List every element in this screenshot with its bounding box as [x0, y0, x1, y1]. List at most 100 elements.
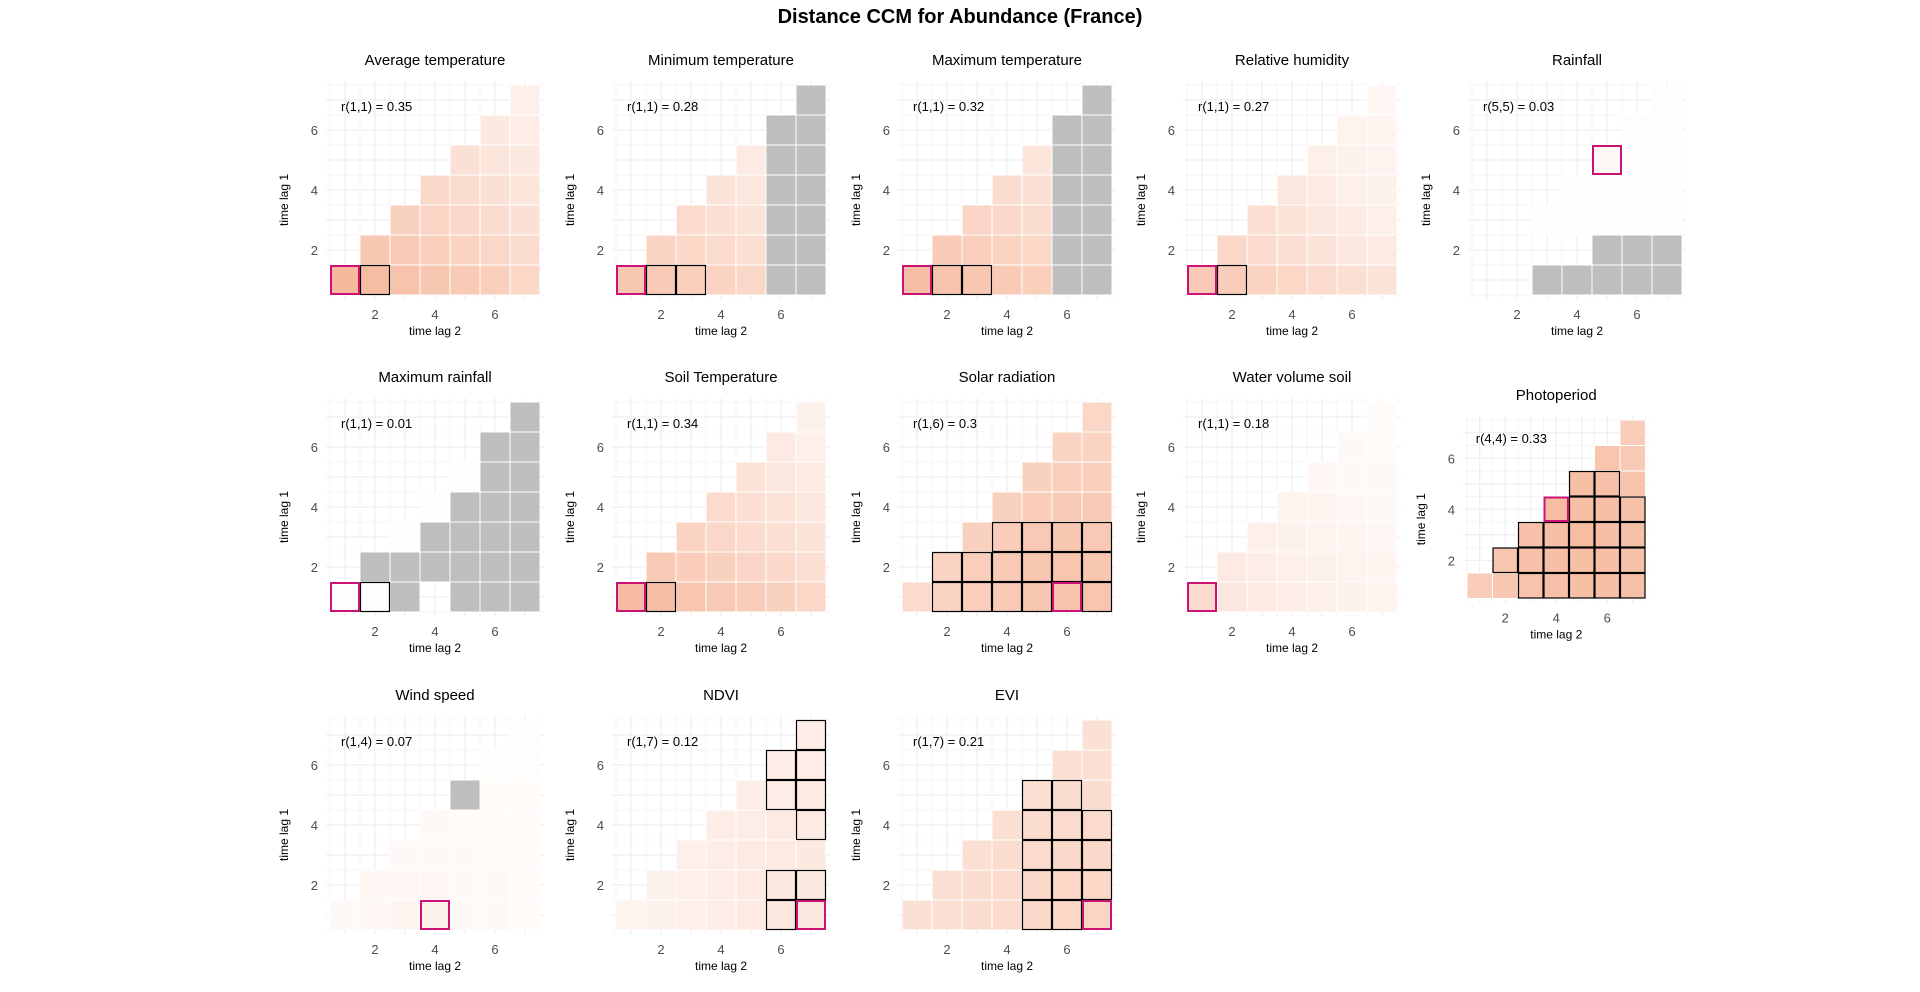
facet-title: Water volume soil	[1233, 369, 1352, 386]
heatmap-tile	[1186, 264, 1218, 296]
heatmap-tile	[1021, 491, 1053, 523]
heatmap-tile	[479, 264, 511, 296]
heatmap-tile	[1619, 419, 1646, 446]
heatmap-tile	[931, 551, 963, 583]
heatmap-tile	[419, 204, 451, 236]
y-tick-label: 6	[311, 440, 318, 455]
heatmap-tile	[1366, 174, 1398, 206]
significant-tile-border	[1081, 551, 1113, 583]
significant-tile-border	[1021, 809, 1053, 841]
heatmap-tile	[1081, 749, 1113, 781]
heatmap-tile	[419, 521, 451, 553]
x-tick-label: 2	[1228, 307, 1235, 322]
significant-tile-border	[991, 551, 1023, 583]
heatmap-tile	[359, 264, 391, 296]
heatmap-tile	[735, 809, 767, 841]
heatmap-tile	[1591, 174, 1623, 206]
y-axis-label: time lag 1	[277, 809, 291, 861]
heatmap-tile	[735, 461, 767, 493]
heatmap-tile	[1246, 581, 1278, 613]
heatmap-tile	[1561, 264, 1593, 296]
heatmap-tile	[1306, 204, 1338, 236]
heatmap-tile	[1651, 84, 1683, 116]
heatmap-tile	[1081, 401, 1113, 433]
facet-title: NDVI	[703, 687, 739, 704]
heatmap-tile	[735, 581, 767, 613]
heatmap-tile	[389, 581, 421, 613]
heatmap-tile	[1021, 809, 1053, 841]
y-tick-label: 6	[1448, 451, 1455, 466]
y-tick-label: 6	[883, 123, 890, 138]
optimum-tile-border	[1082, 900, 1112, 930]
heatmap-tile	[449, 809, 481, 841]
heatmap-tile	[795, 809, 827, 841]
heatmap-tile	[645, 234, 677, 266]
correlation-annotation: r(1,1) = 0.18	[1198, 416, 1269, 431]
facet-title: Minimum temperature	[648, 52, 794, 69]
heatmap-tile	[1276, 174, 1308, 206]
significant-tile-border	[1021, 779, 1053, 811]
heatmap-tile	[795, 491, 827, 523]
significant-tile-border	[1051, 839, 1083, 871]
heatmap-tile	[1306, 264, 1338, 296]
x-axis-label: time lag 2	[409, 324, 461, 338]
heatmap-tile	[449, 234, 481, 266]
heatmap-tile	[795, 204, 827, 236]
heatmap-tile	[1619, 470, 1646, 497]
x-tick-label: 6	[491, 307, 498, 322]
y-tick-label: 6	[1168, 440, 1175, 455]
heatmap-tile	[1276, 264, 1308, 296]
facet-title: Rainfall	[1552, 52, 1602, 69]
heatmap-tile	[705, 869, 737, 901]
heatmap-tile	[1021, 521, 1053, 553]
x-tick-label: 6	[1063, 942, 1070, 957]
heatmap-tile	[1336, 521, 1368, 553]
heatmap-tile	[389, 839, 421, 871]
heatmap-tile	[389, 204, 421, 236]
significant-tile-border	[1619, 572, 1646, 599]
optimum-tile-border	[1543, 496, 1569, 522]
significant-tile-border	[1216, 264, 1248, 296]
x-tick-label: 6	[491, 942, 498, 957]
heatmap-tile	[509, 461, 541, 493]
heatmap-tile	[1081, 581, 1113, 613]
heatmap-tile	[1336, 491, 1368, 523]
heatmap-tile	[1051, 551, 1083, 583]
heatmap-tile	[1651, 264, 1683, 296]
heatmap-tile	[1246, 521, 1278, 553]
x-tick-label: 4	[717, 942, 724, 957]
heatmap-tile	[795, 779, 827, 811]
significant-tile-border	[1543, 521, 1570, 548]
heatmap-tile	[1591, 264, 1623, 296]
heatmap-tile	[765, 749, 797, 781]
heatmap-tile	[449, 461, 481, 493]
heatmap-tile	[389, 869, 421, 901]
significant-tile-border	[1051, 779, 1083, 811]
heatmap-tile	[509, 779, 541, 811]
significant-tile-border	[1594, 470, 1621, 497]
heatmap-tile	[735, 264, 767, 296]
heatmap-tile	[449, 144, 481, 176]
heatmap-tile	[1051, 461, 1083, 493]
heatmap-tile	[1216, 581, 1248, 613]
heatmap-tile	[1306, 461, 1338, 493]
x-axis-label: time lag 2	[981, 959, 1033, 973]
heatmap-tile	[1306, 491, 1338, 523]
heatmap-tile	[1051, 204, 1083, 236]
heatmap-tile	[645, 264, 677, 296]
x-tick-label: 2	[371, 942, 378, 957]
heatmap-tile	[991, 521, 1023, 553]
heatmap-tile	[961, 581, 993, 613]
heatmap-tile	[675, 204, 707, 236]
heatmap-tile	[479, 551, 511, 583]
heatmap-tile	[1051, 521, 1083, 553]
x-tick-label: 2	[1502, 611, 1509, 626]
x-tick-label: 4	[717, 307, 724, 322]
facet-title: Relative humidity	[1235, 52, 1350, 69]
heatmap-tile	[509, 719, 541, 751]
heatmap-tile	[1276, 234, 1308, 266]
significant-tile-border	[991, 581, 1023, 613]
heatmap-tile	[1246, 551, 1278, 583]
y-axis-label: time lag 1	[1419, 174, 1433, 226]
heatmap-tile	[615, 264, 647, 296]
